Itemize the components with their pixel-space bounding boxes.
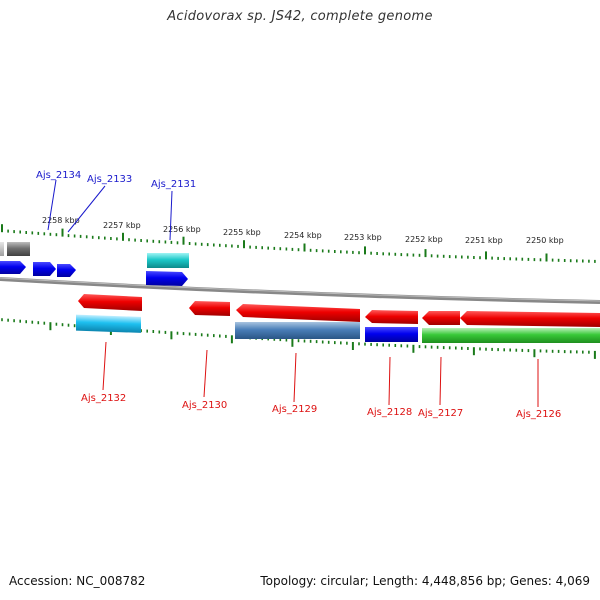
gene-labels-top: Ajs_2134 Ajs_2133 Ajs_2131 [36, 170, 196, 190]
gene-feature-ajs-2132[interactable] [78, 294, 142, 311]
accession-text: Accession: NC_008782 [9, 574, 146, 588]
label-leaders [47, 179, 539, 407]
reverse-genes [76, 294, 600, 343]
gene-feature-green[interactable] [422, 328, 600, 343]
scale-label: 2253 kbp [344, 233, 382, 242]
gene-label-ajs-2133[interactable]: Ajs_2133 [87, 174, 132, 185]
gene-feature-sky[interactable] [76, 314, 141, 333]
gene-feature-ajs-2128[interactable] [365, 327, 418, 342]
scale-label: 2250 kbp [526, 236, 564, 245]
scale-labels: 2258 kbp 2257 kbp 2256 kbp 2255 kbp 2254… [42, 216, 564, 245]
gene-feature-blue[interactable] [33, 262, 56, 276]
gene-feature-gray[interactable] [7, 242, 30, 256]
gene-label-ajs-2128[interactable]: Ajs_2128 [367, 407, 412, 418]
gene-labels-bottom: Ajs_2132 Ajs_2130 Ajs_2129 Ajs_2128 Ajs_… [81, 393, 561, 420]
topology-text: Topology: circular; Length: 4,448,856 bp… [260, 574, 590, 588]
genome-backbone [0, 277, 600, 304]
gene-feature-blue[interactable] [146, 271, 188, 286]
scale-label: 2256 kbp [163, 225, 201, 234]
gene-feature-red[interactable] [365, 310, 418, 324]
forward-genes [0, 242, 189, 286]
gene-feature-blue[interactable] [0, 261, 26, 274]
gene-feature-ajs-2131[interactable] [147, 253, 189, 268]
gene-feature-ajs-2129[interactable] [236, 304, 360, 322]
scale-label: 2252 kbp [405, 235, 443, 244]
scale-label: 2258 kbp [42, 216, 80, 225]
map-title: Acidovorax sp. JS42, complete genome [167, 9, 433, 24]
gene-feature-ajs-2130[interactable] [189, 301, 230, 316]
scale-ticks-top [1, 224, 596, 263]
gene-label-ajs-2132[interactable]: Ajs_2132 [81, 393, 126, 404]
gene-label-ajs-2134[interactable]: Ajs_2134 [36, 170, 81, 181]
scale-label: 2254 kbp [284, 231, 322, 240]
gene-label-ajs-2126[interactable]: Ajs_2126 [516, 409, 561, 420]
gene-label-ajs-2131[interactable]: Ajs_2131 [151, 179, 196, 190]
scale-label: 2257 kbp [103, 221, 141, 230]
gene-label-ajs-2127[interactable]: Ajs_2127 [418, 408, 463, 419]
scale-label: 2251 kbp [465, 236, 503, 245]
gene-label-ajs-2129[interactable]: Ajs_2129 [272, 404, 317, 415]
gene-feature-steel[interactable] [235, 322, 360, 339]
scale-label: 2255 kbp [223, 228, 261, 237]
gene-feature-partial[interactable] [0, 242, 4, 256]
gene-label-ajs-2130[interactable]: Ajs_2130 [182, 400, 227, 411]
gene-feature-ajs-2126[interactable] [460, 311, 600, 327]
gene-feature-ajs-2127[interactable] [422, 311, 460, 325]
gene-feature-blue[interactable] [57, 264, 76, 277]
